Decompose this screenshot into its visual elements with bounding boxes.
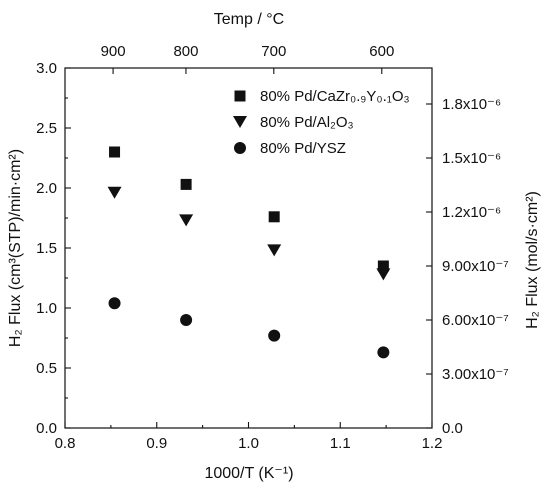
data-point-circle (377, 346, 390, 359)
x2-tick-label: 600 (369, 43, 394, 60)
data-points (107, 146, 391, 359)
data-point-circle (180, 314, 193, 326)
x2-tick-labels: 900 800 700 600 (101, 43, 395, 60)
data-point-circle (268, 329, 281, 342)
data-point-triangle-down (267, 244, 282, 257)
data-point-circle (108, 297, 121, 310)
x-axis-title: 1000/T (K⁻¹) (204, 465, 293, 482)
x-tick-labels: 0.8 0.9 1.0 1.1 1.2 (55, 435, 443, 452)
y2-tick-label: 3.00x10⁻⁷ (442, 366, 509, 383)
legend-label: 80% Pd/YSZ (260, 140, 346, 157)
y2-tick-label: 1.5x10⁻⁶ (442, 150, 501, 167)
data-point-square (109, 146, 121, 158)
y-tick-label: 3.0 (36, 60, 57, 77)
data-point-triangle-down (376, 268, 391, 281)
data-point-square (268, 211, 280, 223)
legend-label: 80% Pd/Al₂O₃ (260, 114, 354, 131)
x-tick-label: 1.2 (422, 435, 443, 452)
data-point-square (377, 260, 389, 272)
top-axis-title: Temp / °C (214, 11, 284, 28)
y-tick-label: 2.5 (36, 120, 57, 137)
y-tick-label: 0.5 (36, 360, 57, 377)
y-tick-label: 0.0 (36, 420, 57, 437)
legend: 80% Pd/CaZr₀.₉Y₀.₁O₃ 80% Pd/Al₂O₃ 80% Pd/Y… (233, 88, 410, 157)
x-tick-label: 0.8 (55, 435, 76, 452)
x-tick-label: 1.0 (238, 435, 259, 452)
x2-tick-label: 900 (101, 43, 126, 60)
data-point-triangle-down (107, 186, 122, 199)
y2-tick-label: 6.00x10⁻⁷ (442, 312, 509, 329)
legend-marker-square (234, 90, 246, 102)
y2-tick-labels: 0.0 3.00x10⁻⁷ 6.00x10⁻⁷ 9.00x10⁻⁷ 1.2x10⁻⁶ 1.… (442, 96, 509, 437)
y-tick-labels: 0.0 0.5 1.0 1.5 2.0 2.5 3.0 (36, 60, 57, 437)
axis-ticks (64, 67, 433, 429)
data-point-triangle-down (179, 214, 194, 227)
y2-tick-label: 0.0 (442, 420, 463, 437)
y2-tick-label: 1.2x10⁻⁶ (442, 204, 501, 221)
y-tick-label: 2.0 (36, 180, 57, 197)
plot-frame (64, 67, 433, 429)
legend-marker-circle (234, 142, 246, 154)
y-tick-label: 1.0 (36, 300, 57, 317)
legend-label: 80% Pd/CaZr₀.₉Y₀.₁O₃ (260, 88, 410, 105)
data-point-square (180, 178, 192, 190)
x2-tick-label: 700 (261, 43, 286, 60)
x2-tick-label: 800 (173, 43, 198, 60)
x-tick-label: 1.1 (330, 435, 351, 452)
y-axis-title: H₂ Flux (cm³(STP)/min·cm²) (7, 149, 24, 347)
x-tick-label: 0.9 (146, 435, 167, 452)
legend-marker-triangle-down (233, 116, 247, 128)
y2-tick-label: 1.8x10⁻⁶ (442, 96, 501, 113)
y2-tick-label: 9.00x10⁻⁷ (442, 258, 509, 275)
y-tick-label: 1.5 (36, 240, 57, 257)
y2-axis-title: H₂ Flux (mol/s·cm²) (524, 191, 541, 329)
